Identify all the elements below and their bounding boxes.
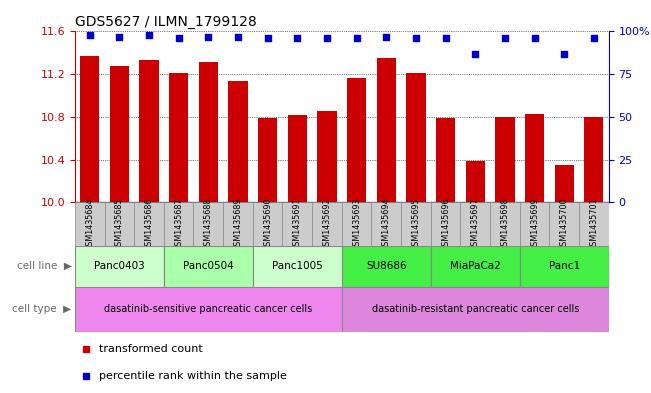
Bar (164, 202, 193, 246)
Text: transformed count: transformed count (99, 344, 202, 354)
Text: GSM1435693: GSM1435693 (352, 197, 361, 251)
Text: cell type  ▶: cell type ▶ (12, 305, 72, 314)
Bar (164, 246, 253, 287)
Bar (75, 287, 342, 332)
Text: Panc0403: Panc0403 (94, 261, 145, 271)
Bar (223, 202, 253, 246)
Bar (317, 110, 337, 202)
Text: Panc0504: Panc0504 (183, 261, 234, 271)
Point (292, 35, 303, 41)
Bar (229, 81, 247, 202)
Bar (495, 117, 514, 202)
Text: GSM1435692: GSM1435692 (322, 197, 331, 251)
Bar (584, 117, 603, 202)
Text: Panc1: Panc1 (549, 261, 580, 271)
Point (262, 35, 273, 41)
Point (85, 32, 95, 38)
Text: GSM1435691: GSM1435691 (293, 197, 302, 251)
Text: percentile rank within the sample: percentile rank within the sample (99, 371, 286, 381)
Point (173, 35, 184, 41)
Bar (465, 161, 485, 202)
Text: dasatinib-resistant pancreatic cancer cells: dasatinib-resistant pancreatic cancer ce… (372, 305, 579, 314)
Bar (436, 118, 455, 202)
Bar (579, 202, 609, 246)
Point (529, 35, 540, 41)
Text: GSM1435699: GSM1435699 (530, 197, 539, 251)
Bar (75, 246, 164, 287)
Text: GSM1435698: GSM1435698 (501, 197, 509, 251)
Bar (312, 202, 342, 246)
Bar (342, 246, 431, 287)
Text: cell line  ▶: cell line ▶ (17, 261, 72, 271)
Text: GSM1435696: GSM1435696 (441, 197, 450, 251)
Point (559, 51, 570, 57)
Point (352, 35, 362, 41)
Bar (401, 202, 431, 246)
Bar (288, 115, 307, 202)
Text: MiaPaCa2: MiaPaCa2 (450, 261, 501, 271)
Text: GSM1435697: GSM1435697 (471, 197, 480, 251)
Bar (431, 246, 519, 287)
Bar (253, 202, 283, 246)
Bar (372, 202, 401, 246)
Bar (519, 202, 549, 246)
Bar (490, 202, 519, 246)
Text: GSM1435688: GSM1435688 (204, 197, 213, 251)
Text: Panc1005: Panc1005 (272, 261, 323, 271)
Bar (283, 202, 312, 246)
Bar (460, 202, 490, 246)
Bar (377, 58, 396, 202)
Point (203, 33, 214, 40)
Text: GDS5627 / ILMN_1799128: GDS5627 / ILMN_1799128 (75, 15, 256, 29)
Bar (169, 73, 188, 202)
Point (144, 32, 154, 38)
Text: SU8686: SU8686 (366, 261, 407, 271)
Text: dasatinib-sensitive pancreatic cancer cells: dasatinib-sensitive pancreatic cancer ce… (104, 305, 312, 314)
Text: GSM1435690: GSM1435690 (263, 197, 272, 251)
Bar (431, 202, 460, 246)
Text: GSM1435684: GSM1435684 (85, 197, 94, 251)
Bar (258, 118, 277, 202)
Bar (199, 62, 218, 202)
Text: GSM1435687: GSM1435687 (174, 197, 183, 251)
Text: GSM1435701: GSM1435701 (589, 197, 598, 251)
Bar (525, 114, 544, 202)
Text: GSM1435689: GSM1435689 (234, 197, 242, 251)
Text: GSM1435685: GSM1435685 (115, 197, 124, 251)
Bar (139, 60, 159, 202)
Text: GSM1435686: GSM1435686 (145, 197, 154, 251)
Bar (134, 202, 164, 246)
Bar (253, 246, 342, 287)
Point (411, 35, 421, 41)
Text: GSM1435700: GSM1435700 (560, 197, 569, 251)
Bar (555, 165, 574, 202)
Bar (75, 202, 105, 246)
Text: GSM1435694: GSM1435694 (381, 197, 391, 251)
Bar (105, 202, 134, 246)
Point (470, 51, 480, 57)
Point (589, 35, 599, 41)
Point (322, 35, 332, 41)
Bar (342, 202, 372, 246)
Bar (406, 73, 426, 202)
Bar (193, 202, 223, 246)
Bar (519, 246, 609, 287)
Bar (110, 66, 129, 202)
Point (381, 33, 391, 40)
Point (233, 33, 243, 40)
Point (114, 33, 124, 40)
Bar (342, 287, 609, 332)
Text: GSM1435695: GSM1435695 (411, 197, 421, 251)
Point (440, 35, 450, 41)
Bar (347, 79, 367, 202)
Bar (549, 202, 579, 246)
Bar (80, 56, 100, 202)
Point (500, 35, 510, 41)
